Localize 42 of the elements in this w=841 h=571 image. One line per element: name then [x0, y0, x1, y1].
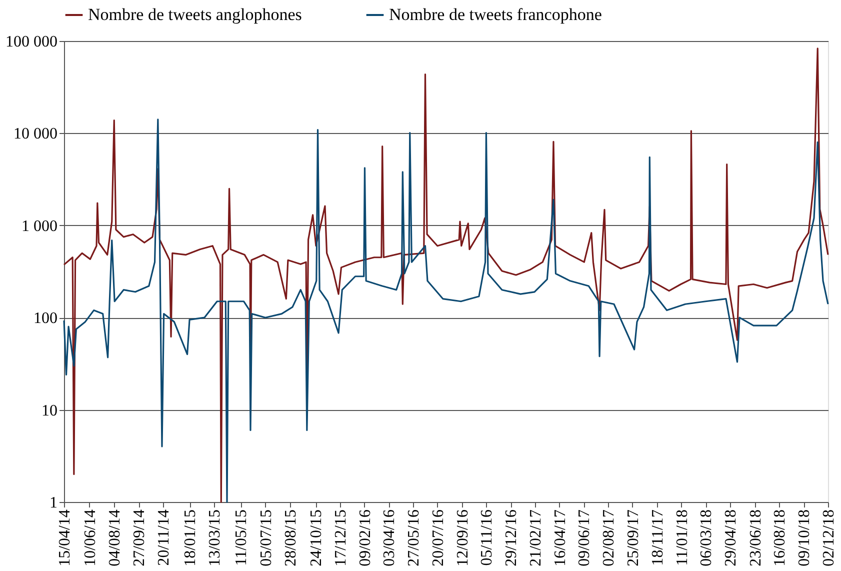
y-tick-label: 1: [50, 494, 58, 512]
x-tick-label: 13/03/15: [206, 510, 224, 566]
x-tick-label: 04/08/14: [106, 510, 124, 566]
y-tick-label: 100 000: [6, 34, 58, 50]
x-tick-label: 12/09/16: [454, 510, 472, 566]
x-tick-label: 28/08/15: [282, 510, 300, 566]
x-tick-label: 09/02/16: [356, 510, 374, 566]
x-tick-label: 20/11/14: [155, 510, 172, 566]
x-tick-label: 05/07/15: [258, 510, 275, 566]
x-tick-label: 11/01/18: [674, 510, 691, 566]
line-series: [63, 118, 829, 503]
x-tick-label: 16/08/18: [772, 510, 789, 566]
x-tick-label: 24/10/15: [308, 510, 326, 566]
x-tick-label: 11/05/15: [233, 510, 250, 566]
x-tick-label: 23/06/18: [747, 510, 764, 566]
x-tick-label: 25/09/17: [624, 510, 642, 566]
x-tick-label: 29/12/16: [503, 510, 520, 566]
x-tick-label: 20/07/16: [430, 510, 447, 566]
x-tick-label: 05/11/16: [478, 510, 496, 566]
x-tick-label: 10/06/14: [82, 510, 99, 566]
x-tick-label: 18/01/15: [182, 510, 200, 566]
x-tick-label: 09/10/18: [796, 510, 814, 566]
x-tick-label: 03/04/16: [381, 510, 398, 566]
x-tick-label: 06/03/18: [698, 510, 716, 566]
line-series: [63, 48, 829, 503]
x-tick-label: 29/04/18: [722, 510, 740, 566]
x-tick-label: 02/12/18: [820, 510, 838, 566]
x-tick-label: 02/08/17: [600, 510, 618, 566]
y-tick-label: 1 000: [22, 218, 58, 235]
x-tick-label: 16/04/17: [552, 510, 569, 566]
x-tick-label: 17/12/15: [332, 510, 350, 566]
y-tick-label: 10 000: [14, 126, 58, 143]
x-tick-label: 18/11/17: [649, 510, 666, 566]
x-tick-label: 21/02/17: [527, 510, 544, 566]
legend-label: Nombre de tweets anglophones: [88, 5, 302, 24]
y-tick-label: 10: [42, 402, 58, 420]
x-tick-label: 15/04/14: [56, 510, 74, 566]
x-tick-label: 09/06/17: [576, 510, 594, 566]
legend-label: Nombre de tweets francophone: [389, 5, 602, 24]
x-tick-label: 27/05/16: [406, 510, 423, 566]
y-tick-label: 100: [34, 310, 58, 328]
x-tick-label: 27/09/14: [131, 510, 148, 566]
